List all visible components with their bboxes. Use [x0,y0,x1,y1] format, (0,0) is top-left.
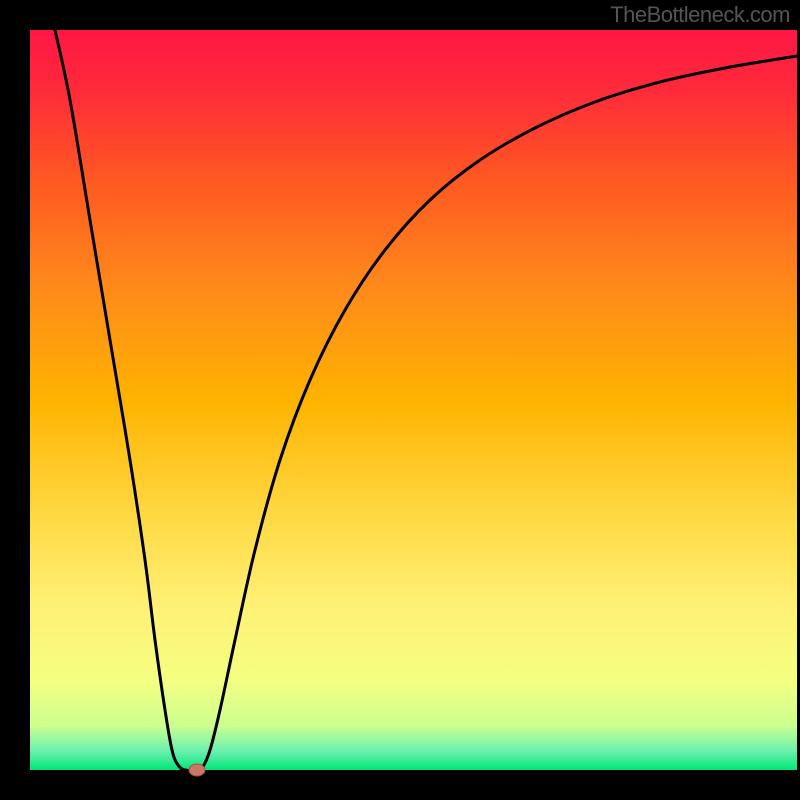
optimal-point-marker [189,764,205,776]
watermark-label: TheBottleneck.com [610,2,790,28]
chart-svg [0,0,800,800]
plot-background [30,30,797,770]
bottleneck-chart: TheBottleneck.com [0,0,800,800]
